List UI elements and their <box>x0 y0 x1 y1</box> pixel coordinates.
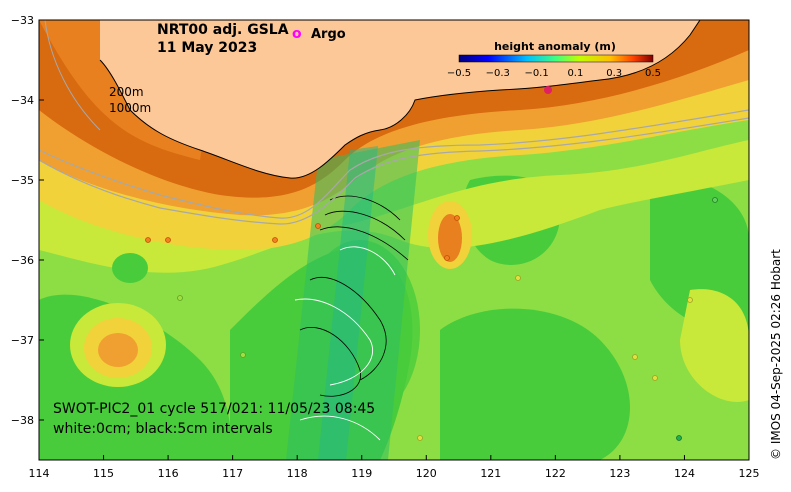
x-tick-label: 115 <box>93 467 114 480</box>
colorbar-tick-label: 0.1 <box>567 68 583 79</box>
y-axis: −33 −34 −35 −36 −37 −38 <box>11 14 44 427</box>
colorbar-tick-label: −0.3 <box>486 68 510 79</box>
swot-contour-legend: white:0cm; black:5cm intervals <box>53 421 273 437</box>
x-tick-label: 124 <box>674 467 695 480</box>
isobath-1000m <box>39 117 749 225</box>
map-date: 11 May 2023 <box>157 40 257 56</box>
y-tick-label: −35 <box>11 174 34 187</box>
eddy-low-115 <box>112 253 148 283</box>
coastline <box>99 20 701 179</box>
x-tick-label: 125 <box>739 467 760 480</box>
x-tick-label: 117 <box>222 467 243 480</box>
x-tick-label: 118 <box>287 467 308 480</box>
y-tick-label: −37 <box>11 334 34 347</box>
map-title: NRT00 adj. GSLA <box>157 22 289 38</box>
map-plot-area <box>39 20 749 460</box>
anomaly-green-se <box>440 308 630 460</box>
x-tick-label: 116 <box>158 467 179 480</box>
x-axis: 114 115 116 117 118 119 120 121 122 123 124 125 <box>29 455 760 480</box>
argo-highlight <box>544 86 552 94</box>
x-tick-label: 114 <box>29 467 50 480</box>
isobath-label-1000m: 1000m <box>109 101 151 115</box>
swot-nadir-gap <box>318 146 378 460</box>
swot-white-contours <box>294 246 396 441</box>
eddy-120-core <box>438 214 462 262</box>
argo-legend-symbol: o <box>292 26 302 42</box>
x-tick-label: 121 <box>480 467 501 480</box>
y-tick-label: −34 <box>11 94 34 107</box>
swot-pass-label: SWOT-PIC2_01 cycle 517/021: 11/05/23 08:… <box>53 401 375 417</box>
isobath-label-200m: 200m <box>109 85 144 99</box>
x-tick-label: 122 <box>545 467 566 480</box>
colorbar-title: height anomaly (m) <box>494 40 616 53</box>
x-tick-label: 120 <box>416 467 437 480</box>
colorbar-tick-label: 0.3 <box>606 68 622 79</box>
x-tick-label: 123 <box>609 467 630 480</box>
colorbar <box>458 54 654 63</box>
y-tick-label: −36 <box>11 254 34 267</box>
anomaly-green-east <box>650 178 749 333</box>
isobath-200m <box>39 109 749 219</box>
colorbar-tick-label: 0.5 <box>645 68 661 79</box>
swot-black-contours <box>299 195 409 397</box>
x-tick-label: 119 <box>351 467 372 480</box>
colorbar-ticks: −0.5 −0.3 −0.1 0.1 0.3 0.5 <box>447 68 661 79</box>
imos-credit: © IMOS 04-Sep-2025 02:26 Hobart <box>769 249 783 460</box>
argo-legend-label: Argo <box>311 27 346 42</box>
plot-frame <box>38 19 750 461</box>
y-tick-label: −38 <box>11 414 34 427</box>
anomaly-yellowgreen-east <box>680 289 749 402</box>
y-tick-label: −33 <box>11 14 34 27</box>
isobath-west <box>44 20 101 131</box>
colorbar-tick-label: −0.5 <box>447 68 471 79</box>
eddy-sw-core <box>98 333 138 367</box>
argo-floats <box>145 86 718 441</box>
colorbar-tick-label: −0.1 <box>524 68 548 79</box>
